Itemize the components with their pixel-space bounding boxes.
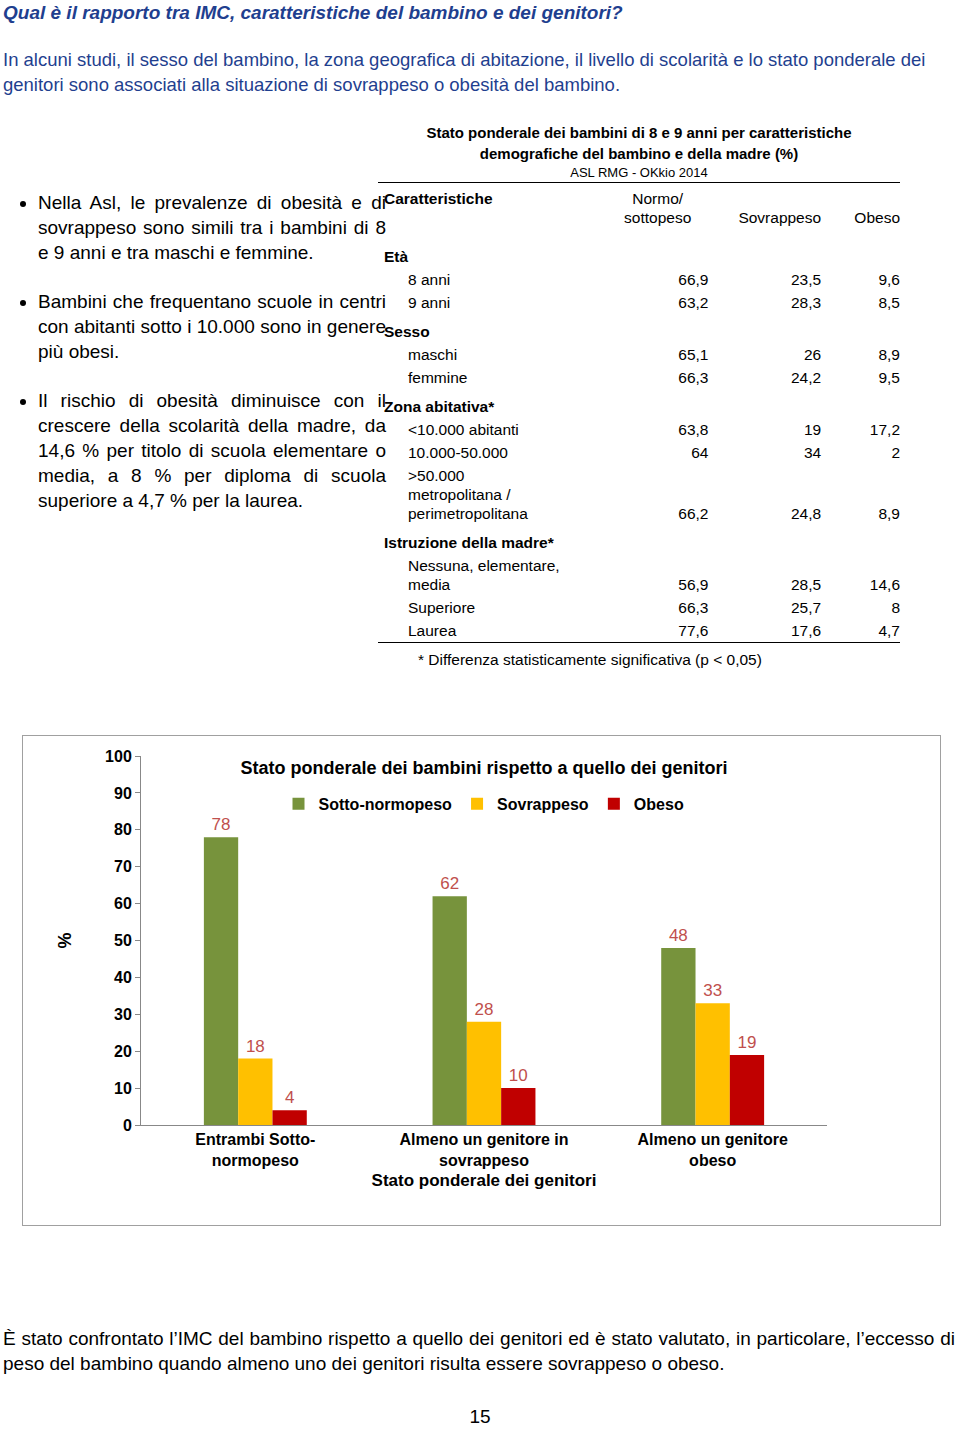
html-text:66,3: 66,3 <box>678 369 709 386</box>
html-text:Nessuna, elementare, media: Nessuna, elementare, media <box>408 557 560 593</box>
svg-text:78: 78 <box>212 815 231 834</box>
html-text:66,9: 66,9 <box>678 271 709 288</box>
svg-text:70: 70 <box>114 858 132 875</box>
html-text:28,5: 28,5 <box>791 576 822 593</box>
html-text:64: 64 <box>691 444 709 461</box>
svg-text:10: 10 <box>509 1066 528 1085</box>
html-text:>50.000 metropolitana / perime: >50.000 metropolitana / perimetropolitan… <box>408 467 528 522</box>
html-text:Istruzione della madre*: Istruzione della madre* <box>384 534 554 551</box>
html-text:56,9: 56,9 <box>678 576 709 593</box>
html-text:14,6: 14,6 <box>869 576 900 593</box>
html-text:9 anni: 9 anni <box>408 294 451 311</box>
html-text:* Differenza statisticamente s: * Differenza statisticamente significati… <box>418 651 762 668</box>
html-text:In alcuni studi, il sesso del: In alcuni studi, il sesso del bambino, l… <box>3 49 926 95</box>
html-text:8,9: 8,9 <box>878 505 900 522</box>
html-text:8,9: 8,9 <box>878 346 900 363</box>
svg-text:Almeno un genitoreobeso: Almeno un genitoreobeso <box>638 1131 788 1169</box>
svg-text:Stato ponderale dei bambini ri: Stato ponderale dei bambini rispetto a q… <box>240 758 727 778</box>
svg-text:80: 80 <box>114 821 132 838</box>
html-text:9,5: 9,5 <box>878 369 900 386</box>
html-text:Bambini che frequentano scuole: Bambini che frequentano scuole in centri… <box>38 291 386 362</box>
svg-text:90: 90 <box>114 785 132 802</box>
html-text:9,6: 9,6 <box>878 271 900 288</box>
svg-text:20: 20 <box>114 1043 132 1060</box>
html-text:ASL RMG - OKkio 2014: ASL RMG - OKkio 2014 <box>570 165 708 180</box>
html-text:15: 15 <box>469 1406 491 1427</box>
html-text:63,8: 63,8 <box>678 421 709 438</box>
html-text:2: 2 <box>891 444 900 461</box>
html-text:maschi: maschi <box>408 346 458 363</box>
svg-text:60: 60 <box>114 895 132 912</box>
html-text:65,1: 65,1 <box>678 346 709 363</box>
svg-text:%: % <box>55 932 75 948</box>
svg-text:100: 100 <box>105 748 132 765</box>
html-text:Età: Età <box>384 248 409 265</box>
html-text:24,2: 24,2 <box>791 369 822 386</box>
svg-text:Stato ponderale dei genitori: Stato ponderale dei genitori <box>372 1171 597 1190</box>
svg-text:0: 0 <box>123 1117 132 1134</box>
html-text:23,5: 23,5 <box>791 271 822 288</box>
html-text:Sesso: Sesso <box>384 323 430 340</box>
svg-text:50: 50 <box>114 932 132 949</box>
html-text:28,3: 28,3 <box>791 294 822 311</box>
svg-text:10: 10 <box>114 1080 132 1097</box>
html-text:Caratteristiche: Caratteristiche <box>384 190 493 207</box>
html-text:8 anni: 8 anni <box>408 271 451 288</box>
html-text:Normo/ sottopeso: Normo/ sottopeso <box>624 190 692 226</box>
html-text:Laurea: Laurea <box>408 622 457 639</box>
html-text:Stato ponderale dei bambini di: Stato ponderale dei bambini di 8 e 9 ann… <box>426 124 852 162</box>
html-text:Qual è il rapporto tra IMC, ca: Qual è il rapporto tra IMC, caratteristi… <box>3 2 623 23</box>
html-text:femmine: femmine <box>408 369 468 386</box>
html-text:8: 8 <box>891 599 900 616</box>
html-text:È stato confrontato l’IMC del: È stato confrontato l’IMC del bambino ri… <box>3 1328 955 1374</box>
svg-text:40: 40 <box>114 969 132 986</box>
svg-text:28: 28 <box>475 1000 494 1019</box>
html-text:<10.000 abitanti: <10.000 abitanti <box>408 421 519 438</box>
svg-text:Almeno un genitore insovrappes: Almeno un genitore insovrappeso <box>400 1131 569 1169</box>
html-text:8,5: 8,5 <box>878 294 900 311</box>
html-text:17,6: 17,6 <box>791 622 822 639</box>
html-text:17,2: 17,2 <box>869 421 900 438</box>
html-text:4,7: 4,7 <box>878 622 900 639</box>
html-text:26: 26 <box>803 346 822 363</box>
html-text:63,2: 63,2 <box>678 294 709 311</box>
svg-text:19: 19 <box>738 1033 757 1052</box>
html-text:10.000-50.000: 10.000-50.000 <box>408 444 508 461</box>
html-text:24,8: 24,8 <box>791 505 822 522</box>
svg-text:4: 4 <box>285 1088 294 1107</box>
svg-text:30: 30 <box>114 1006 132 1023</box>
html-text:Superiore: Superiore <box>408 599 476 616</box>
svg-text:33: 33 <box>703 981 722 1000</box>
html-text:Nella Asl, le prevalenze di ob: Nella Asl, le prevalenze di obesità e di… <box>38 192 386 263</box>
html-text:25,7: 25,7 <box>791 599 822 616</box>
html-text:77,6: 77,6 <box>678 622 709 639</box>
html-text:66,2: 66,2 <box>678 505 709 522</box>
svg-text:Entrambi Sotto-normopeso: Entrambi Sotto-normopeso <box>195 1131 315 1169</box>
svg-text:Sotto-normopeso: Sotto-normopeso <box>319 796 453 813</box>
svg-text:62: 62 <box>440 874 459 893</box>
html-text:Il rischio di obesità diminuis: Il rischio di obesità diminuisce con il … <box>38 390 386 511</box>
svg-text:48: 48 <box>669 926 688 945</box>
html-text:19: 19 <box>803 421 822 438</box>
html-text:34: 34 <box>803 444 822 461</box>
html-text:66,3: 66,3 <box>678 599 709 616</box>
html-text:Sovrappeso: Sovrappeso <box>738 209 822 226</box>
svg-text:18: 18 <box>246 1037 265 1056</box>
svg-text:Sovrappeso: Sovrappeso <box>497 796 589 813</box>
html-text:Zona abitativa*: Zona abitativa* <box>384 398 495 415</box>
svg-text:Obeso: Obeso <box>634 796 684 813</box>
html-text:Obeso: Obeso <box>854 209 900 226</box>
